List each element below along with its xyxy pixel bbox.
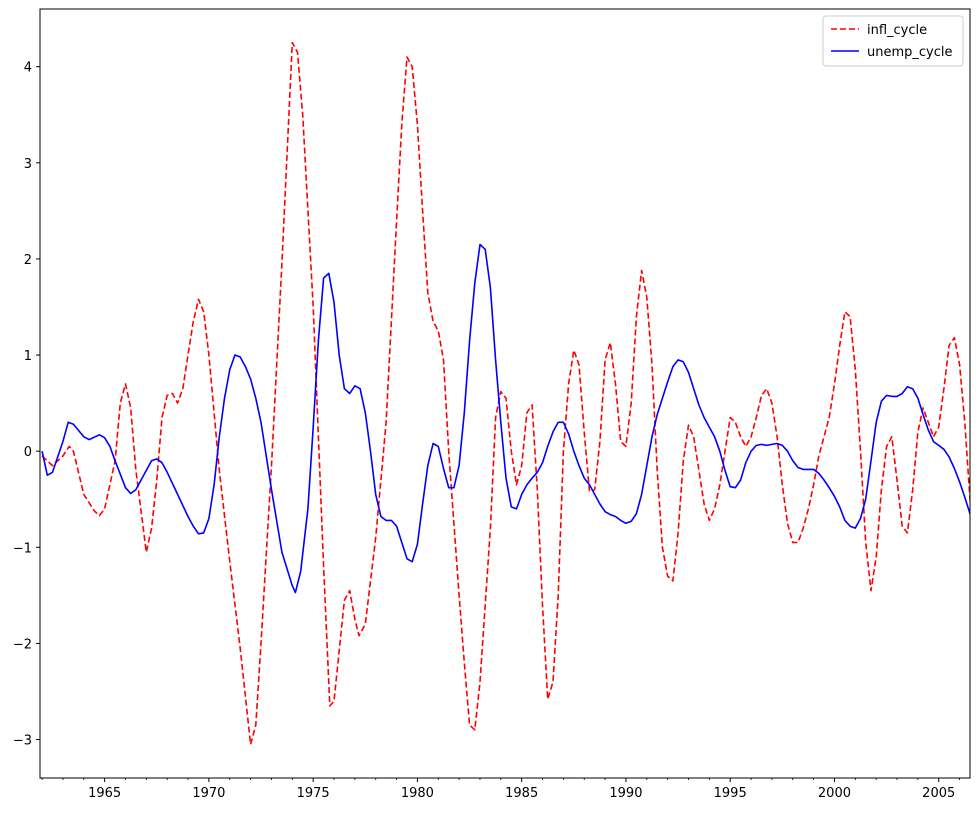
y-tick-label: 2 — [24, 253, 32, 268]
legend-label-unemp_cycle: unemp_cycle — [867, 45, 953, 60]
y-tick-label: 1 — [24, 349, 32, 364]
y-tick-label: 4 — [24, 61, 32, 76]
x-tick-label: 1995 — [714, 786, 747, 801]
x-tick-label: 1985 — [505, 786, 538, 801]
series-line-unemp_cycle — [41, 243, 970, 594]
y-axis: −3 −2 −1 0 1 2 3 4 — [13, 61, 40, 749]
y-tick-label: −3 — [13, 734, 32, 749]
series-layer — [41, 41, 970, 746]
x-tick-label: 1970 — [192, 786, 225, 801]
legend-label-infl_cycle: infl_cycle — [867, 23, 927, 38]
legend: infl_cycle unemp_cycle — [822, 15, 964, 67]
series-line-infl_cycle — [41, 41, 970, 746]
x-tick-label: 1980 — [401, 786, 434, 801]
x-tick-label: 2000 — [818, 786, 851, 801]
y-tick-label: 0 — [24, 445, 32, 460]
x-tick-label: 1965 — [88, 786, 121, 801]
plot-frame — [39, 8, 971, 779]
y-tick-label: −2 — [13, 637, 32, 652]
x-tick-label: 1990 — [609, 786, 642, 801]
y-tick-label: −1 — [13, 541, 32, 556]
y-tick-label: 3 — [24, 157, 32, 172]
x-tick-label: 2005 — [922, 786, 955, 801]
x-axis: 1965 1970 1975 1980 1985 1990 1995 2000 2005 — [41, 778, 960, 801]
x-tick-label: 1975 — [297, 786, 330, 801]
